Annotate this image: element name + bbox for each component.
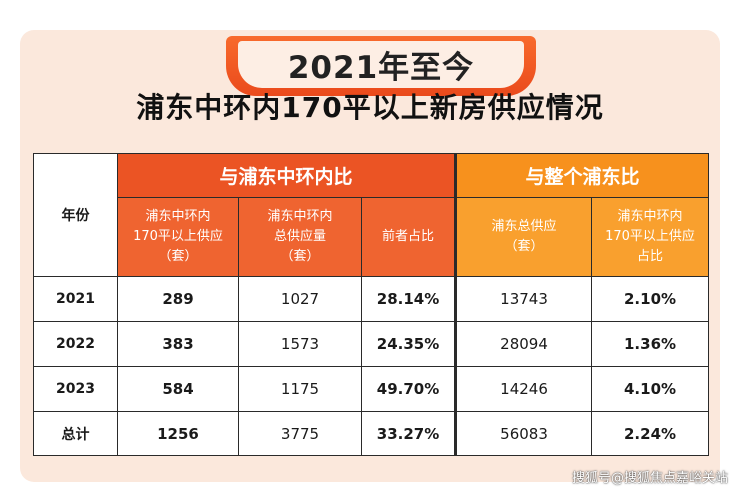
table-row-total: 总计 1256 3775 33.27% 56083 2.24% [33, 411, 710, 456]
supply-table: 年份 与浦东中环内比 与整个浦东比 浦东中环内 170平以上供应 （套） 浦东中… [33, 153, 710, 456]
column-header-row: 浦东中环内 170平以上供应 （套） 浦东中环内 总供应量 （套） 前者占比 浦… [34, 197, 710, 277]
inner-ring-ratio-cell: 33.27% [360, 411, 457, 456]
pudong-ratio-cell: 2.24% [591, 411, 710, 456]
year-cell: 2021 [33, 276, 118, 322]
group-header-pudong-inner-ring: 与浦东中环内比 [116, 153, 457, 198]
col2-header: 浦东中环内 总供应量 （套） [238, 197, 362, 277]
total-label-cell: 总计 [33, 411, 118, 456]
inner-ring-ratio-cell: 28.14% [360, 276, 457, 322]
inner-ring-ratio-cell: 49.70% [360, 366, 457, 412]
year-column-header: 年份 [33, 153, 118, 277]
table-row: 2021 289 1027 28.14% 13743 2.10% [33, 276, 710, 322]
pudong-total-supply-cell: 28094 [454, 321, 593, 367]
inner-ring-170-supply-cell: 1256 [117, 411, 239, 456]
pudong-ratio-cell: 4.10% [591, 366, 710, 412]
table-row: 2022 383 1573 24.35% 28094 1.36% [33, 321, 710, 367]
col5-header: 浦东中环内 170平以上供应 占比 [591, 197, 710, 277]
pudong-ratio-cell: 1.36% [591, 321, 710, 367]
year-cell: 2022 [33, 321, 118, 367]
year-cell: 2023 [33, 366, 118, 412]
pudong-total-supply-cell: 56083 [454, 411, 593, 456]
inner-ring-ratio-cell: 24.35% [360, 321, 457, 367]
watermark: 搜狐号@搜狐焦点嘉峪关站 [571, 471, 728, 486]
inner-ring-total-supply-cell: 1027 [238, 276, 362, 322]
pudong-total-supply-cell: 13743 [454, 276, 593, 322]
group-header-whole-pudong: 与整个浦东比 [454, 153, 710, 198]
inner-ring-total-supply-cell: 1573 [238, 321, 362, 367]
inner-ring-total-supply-cell: 3775 [238, 411, 362, 456]
inner-ring-170-supply-cell: 383 [117, 321, 239, 367]
group-header-row: 年份 与浦东中环内比 与整个浦东比 [33, 153, 710, 277]
banner-title: 2021年至今 [287, 50, 475, 86]
page-subtitle: 浦东中环内170平以上新房供应情况 [136, 91, 604, 124]
col3-header: 前者占比 [360, 197, 457, 277]
table-row: 2023 584 1175 49.70% 14246 4.10% [33, 366, 710, 412]
title-banner: 2021年至今 [226, 36, 536, 96]
inner-ring-total-supply-cell: 1175 [238, 366, 362, 412]
col1-header: 浦东中环内 170平以上供应 （套） [117, 197, 239, 277]
pudong-total-supply-cell: 14246 [454, 366, 593, 412]
inner-ring-170-supply-cell: 289 [117, 276, 239, 322]
pudong-ratio-cell: 2.10% [591, 276, 710, 322]
col4-header: 浦东总供应 （套） [454, 197, 593, 277]
inner-ring-170-supply-cell: 584 [117, 366, 239, 412]
title-banner-inner: 2021年至今 [238, 41, 524, 88]
